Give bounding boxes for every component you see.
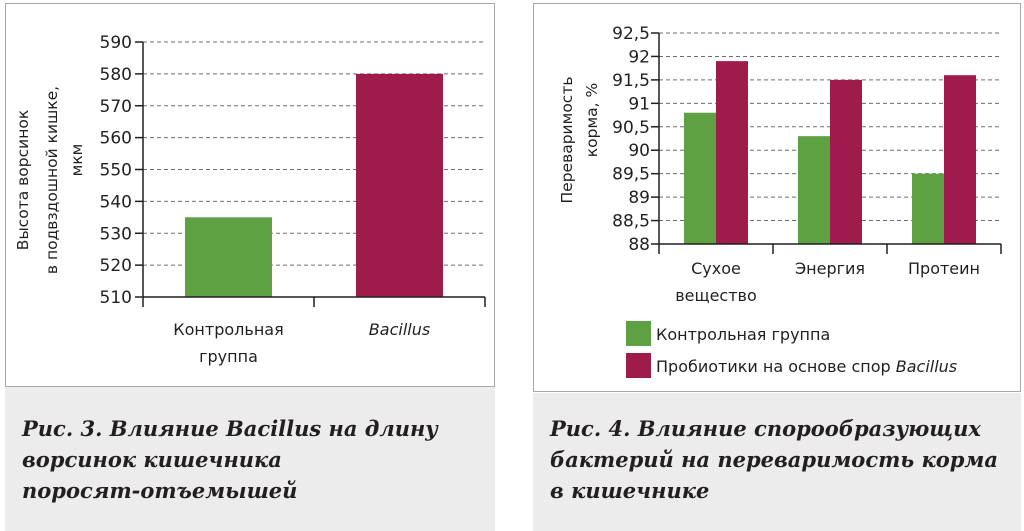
figure-caption-line: бактерий на переваримость корма [550,447,998,472]
figure-caption-line: Рис. 3. Влияние Bacillus на длину [21,416,439,441]
y-tick-label: 580 [100,65,132,85]
figure-caption-line: поросят-отъемышей [22,478,297,503]
legend: Контрольная группа Пробиотики на основе с… [626,321,957,378]
y-axis-label-line: мкм [68,144,86,177]
y-tick-label: 92 [628,47,650,67]
y-axis-label-line: в подвздошной кишке, [43,86,61,274]
x-tick-label: группа [199,347,258,366]
x-tick-label: Протеин [908,259,980,278]
bar-bacillus [944,75,976,244]
y-axis-label-line: корма, % [583,83,601,157]
y-axis-label: Переваримость корма, % [558,77,601,204]
y-axis-label: Высота ворсинок в подвздошной кишке, мкм [14,86,86,274]
left-caption-panel [5,387,495,531]
bar-control [185,217,272,297]
legend-label-italic: Bacillus [896,357,957,376]
bar-bacillus [716,61,748,245]
y-tick-label: 560 [100,129,132,149]
y-tick-label: 520 [100,256,132,276]
y-axis-label-line: Переваримость [558,77,576,204]
legend-swatch-bacillus [626,353,651,378]
bar-bacillus [356,73,443,297]
legend-swatch-control [626,321,651,346]
figure-caption-line: Рис. 4. Влияние спорообразующих [549,416,981,441]
y-tick-label: 540 [100,192,132,212]
x-tick-label: Bacillus [369,320,430,339]
y-tick-label: 90 [628,141,650,161]
y-tick-label: 92,5 [612,24,650,44]
y-tick-label: 89 [628,188,650,208]
y-tick-label: 510 [100,288,132,308]
y-tick-label: 91 [628,94,650,114]
legend-label: Контрольная группа [656,325,830,344]
y-tick-label: 88 [628,235,650,255]
bar-control [912,173,944,244]
bar-control [684,112,716,244]
legend-label: Пробиотики на основе спор Bacillus [656,357,957,376]
y-tick-label: 89,5 [612,165,650,185]
right-caption-panel [533,393,1021,531]
y-tick-label: 88,5 [612,212,650,232]
legend-label-text: Пробиотики на основе спор [656,357,896,376]
bar-control [798,136,830,244]
y-tick-label: 590 [100,33,132,53]
figure-caption-line: в кишечнике [550,478,709,503]
y-tick-label: 91,5 [612,71,650,91]
figure-caption-line: ворсинок кишечника [22,447,282,472]
y-tick-label: 530 [100,224,132,244]
y-tick-label: 550 [100,161,132,181]
x-tick-label: Сухое [691,259,741,278]
y-tick-label: 570 [100,97,132,117]
x-tick-label: вещество [675,286,757,305]
x-tick-label: Контрольная [173,320,283,339]
legend-label-text: Контрольная группа [656,325,830,344]
y-tick-label: 90,5 [612,118,650,138]
y-axis-label-line: Высота ворсинок [14,110,32,250]
bar-bacillus [830,79,862,244]
x-tick-label: Энергия [795,259,865,278]
